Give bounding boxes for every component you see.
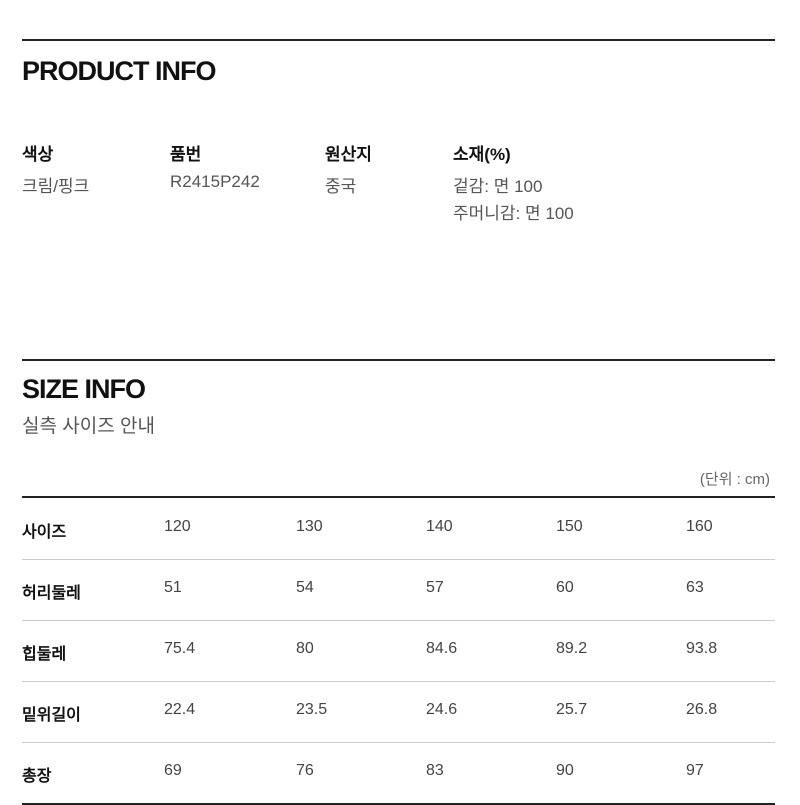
table-cell: 90	[556, 762, 574, 779]
table-cell: 26.8	[686, 701, 718, 718]
divider	[22, 39, 775, 41]
table-cell: 24.6	[426, 701, 458, 718]
table-row: 사이즈 120 130 140 150 160	[22, 498, 775, 560]
table-cell: 23.5	[296, 701, 328, 718]
table-cell: 76	[296, 762, 314, 779]
row-label: 사이즈	[22, 524, 67, 541]
table-cell: 63	[686, 579, 704, 596]
row-label: 밑위길이	[22, 707, 81, 724]
field-value-color: 크림/핑크	[22, 177, 90, 196]
size-info-subtitle: 실측 사이즈 안내	[22, 416, 155, 437]
table-top-border	[22, 496, 775, 498]
table-cell: 130	[296, 518, 323, 535]
table-row: 허리둘레 51 54 57 60 63	[22, 559, 775, 621]
row-label: 허리둘레	[22, 585, 81, 602]
field-value-material-pocket: 주머니감: 면 100	[453, 204, 574, 223]
unit-note: (단위 : cm)	[699, 471, 770, 488]
table-cell: 93.8	[686, 640, 718, 657]
table-row: 총장 69 76 83 90 97	[22, 742, 775, 805]
table-row: 밑위길이 22.4 23.5 24.6 25.7 26.8	[22, 681, 775, 743]
field-value-origin: 중국	[325, 177, 357, 196]
table-cell: 80	[296, 640, 314, 657]
field-label-origin: 원산지	[325, 145, 372, 164]
table-cell: 120	[164, 518, 191, 535]
table-cell: 97	[686, 762, 704, 779]
table-cell: 22.4	[164, 701, 196, 718]
table-cell: 25.7	[556, 701, 588, 718]
product-info-title: PRODUCT INFO	[22, 56, 216, 86]
table-cell: 160	[686, 518, 713, 535]
divider	[22, 359, 775, 361]
table-cell: 89.2	[556, 640, 588, 657]
table-row: 힙둘레 75.4 80 84.6 89.2 93.8	[22, 620, 775, 682]
table-cell: 69	[164, 762, 182, 779]
row-label: 총장	[22, 768, 52, 785]
table-cell: 140	[426, 518, 453, 535]
row-label: 힙둘레	[22, 646, 67, 663]
size-info-title: SIZE INFO	[22, 374, 146, 404]
field-label-material: 소재(%)	[453, 145, 511, 164]
table-cell: 150	[556, 518, 583, 535]
field-value-material-shell: 겉감: 면 100	[453, 177, 543, 196]
table-cell: 57	[426, 579, 444, 596]
table-cell: 51	[164, 579, 182, 596]
field-label-item-code: 품번	[170, 145, 202, 164]
table-cell: 84.6	[426, 640, 458, 657]
field-value-item-code: R2415P242	[170, 172, 260, 191]
table-cell: 60	[556, 579, 574, 596]
table-cell: 75.4	[164, 640, 196, 657]
table-cell: 54	[296, 579, 314, 596]
table-cell: 83	[426, 762, 444, 779]
field-label-color: 색상	[22, 145, 54, 164]
